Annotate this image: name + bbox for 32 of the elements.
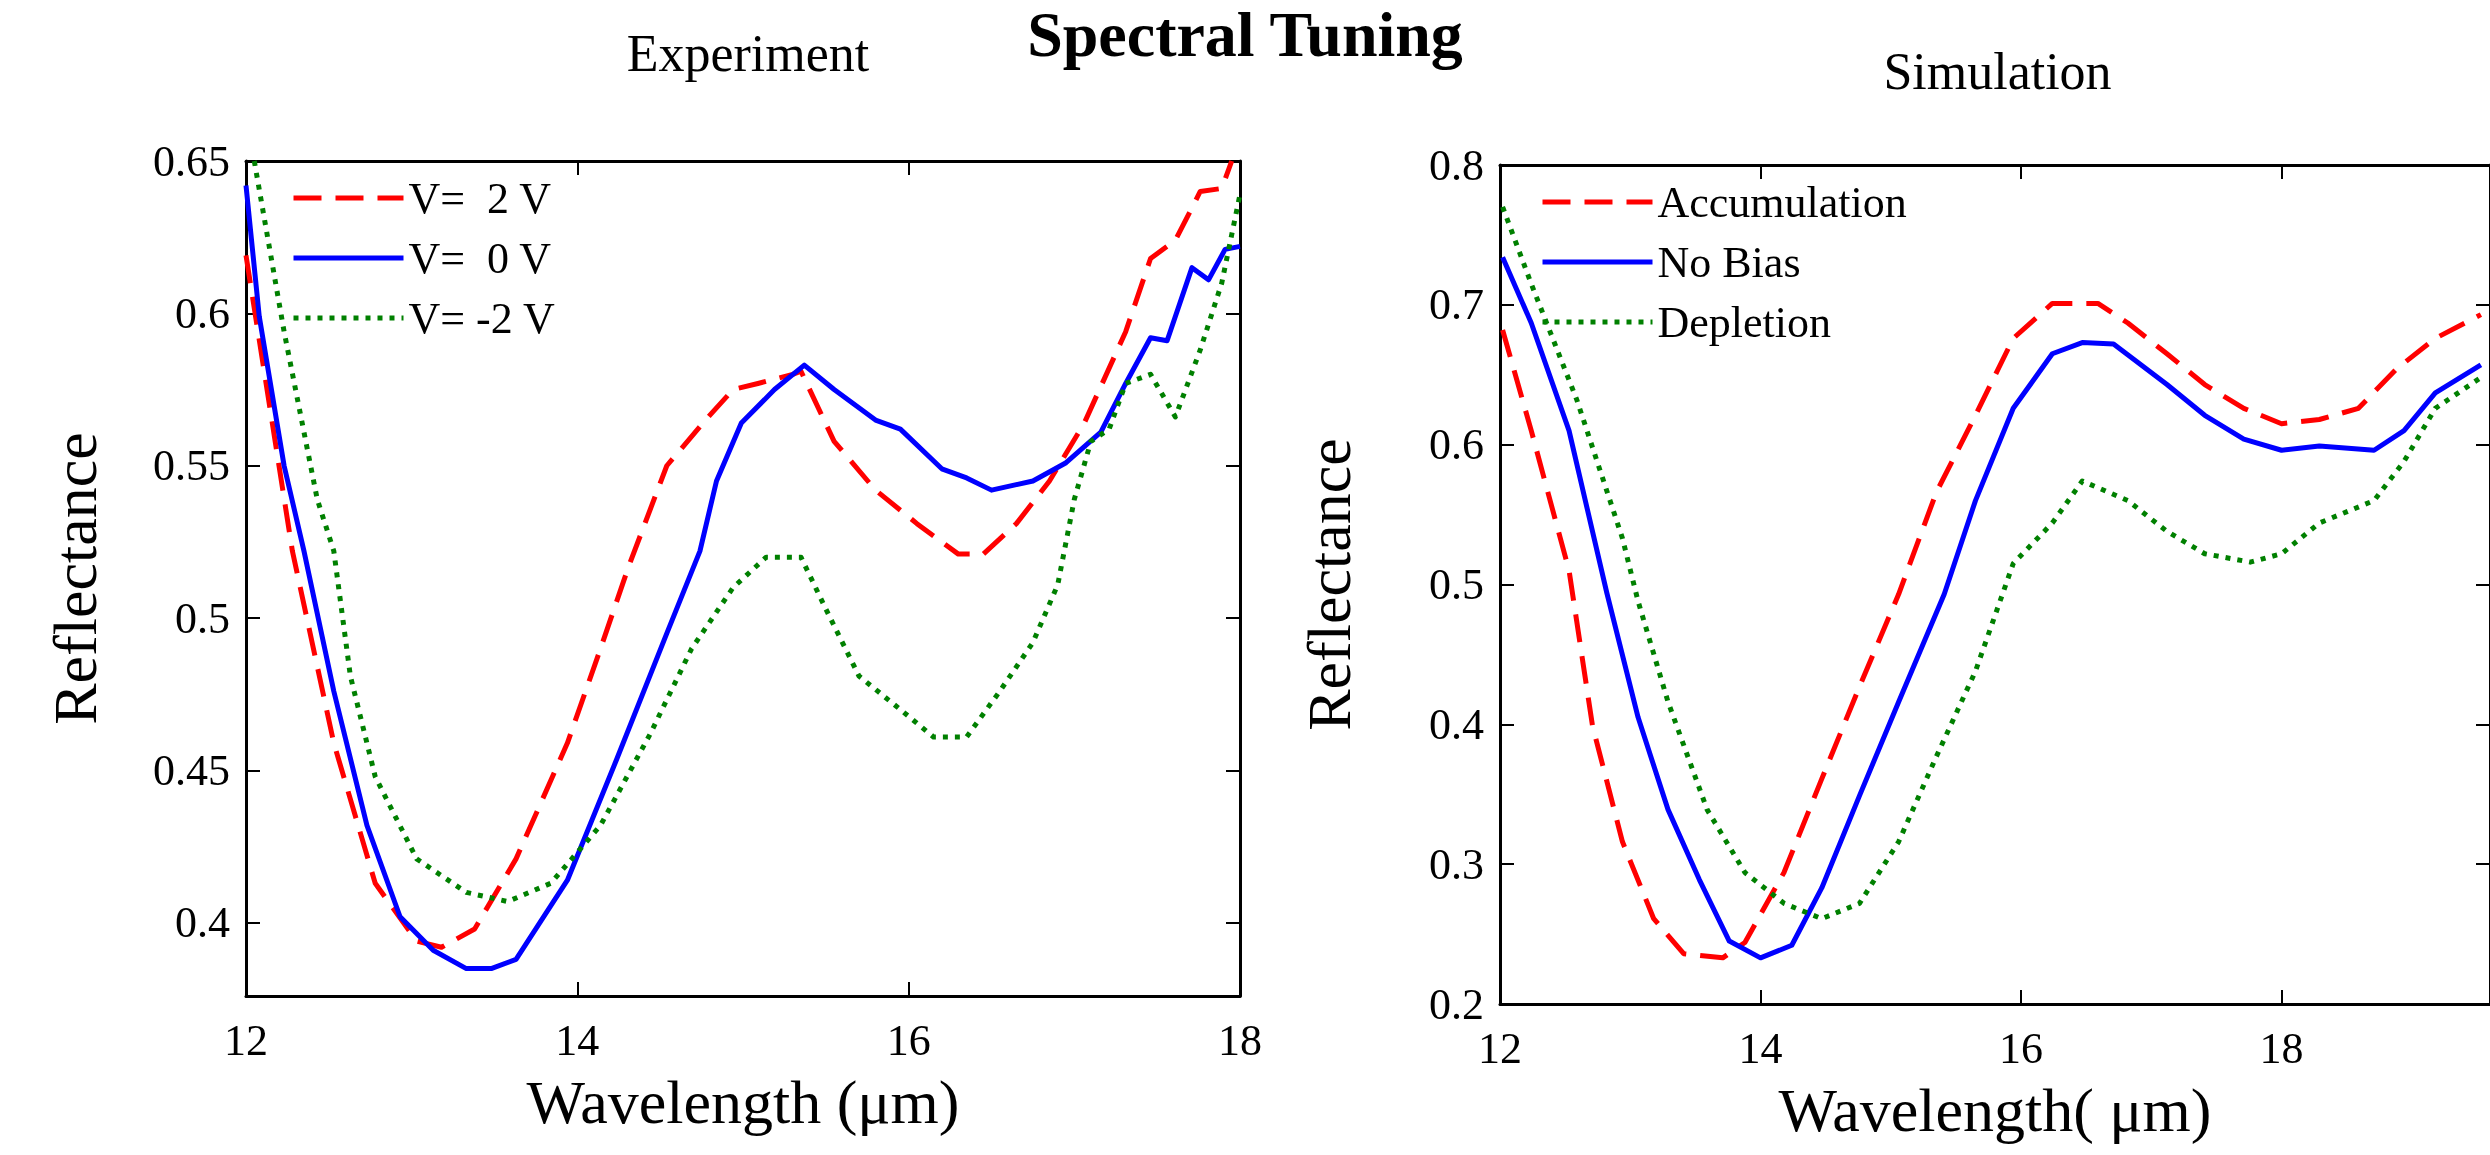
legend-label: Accumulation: [1657, 177, 1907, 227]
y-tick-label: 0.5: [1429, 560, 1484, 609]
y-tick-label: 0.6: [1429, 420, 1484, 470]
x-tick-label: 18: [2259, 1023, 2304, 1073]
chart-subtitle: Simulation: [1883, 42, 2112, 100]
x-tick-label: 18: [1218, 1015, 1262, 1065]
x-axis-title: Wavelength (μm): [526, 1068, 960, 1137]
x-tick-label: 14: [555, 1015, 600, 1065]
legend-label: V= 2 V: [408, 173, 552, 223]
y-tick-label: 0.55: [153, 441, 230, 491]
y-tick-label: 0.6: [175, 288, 230, 338]
legend-label: V= -2 V: [408, 293, 555, 343]
legend-label: No Bias: [1657, 237, 1801, 287]
y-axis-title: Reflectance: [41, 432, 109, 725]
y-tick-label: 0.3: [1429, 839, 1484, 889]
y-tick-label: 0.7: [1429, 280, 1484, 330]
chart-subtitle: Experiment: [626, 24, 870, 82]
y-tick-label: 0.4: [1429, 699, 1484, 749]
x-axis-title: Wavelength( μm): [1778, 1076, 2212, 1145]
y-axis-title: Reflectance: [1295, 438, 1363, 731]
x-tick-label: 16: [1999, 1023, 2044, 1073]
y-tick-label: 0.4: [175, 898, 230, 948]
legend-label: Depletion: [1657, 297, 1832, 347]
y-tick-label: 0.65: [153, 136, 230, 186]
x-tick-label: 12: [224, 1015, 268, 1065]
y-tick-label: 0.8: [1429, 140, 1484, 190]
y-tick-label: 0.45: [153, 745, 230, 795]
x-tick-label: 16: [886, 1015, 931, 1065]
x-tick-label: 14: [1738, 1023, 1783, 1073]
y-tick-label: 0.5: [175, 593, 230, 643]
legend-label: V= 0 V: [408, 233, 552, 283]
chart-title: Spectral Tuning: [1027, 0, 1463, 70]
